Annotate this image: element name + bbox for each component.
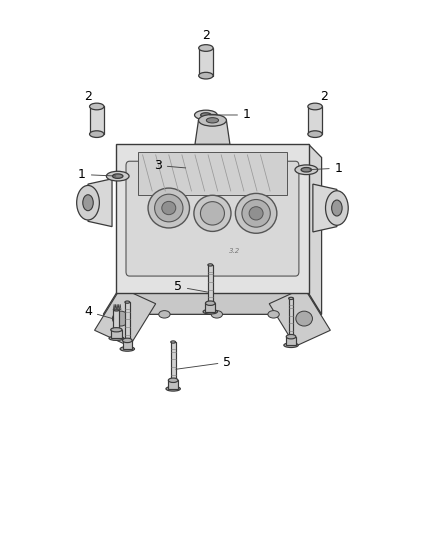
Ellipse shape (155, 194, 183, 222)
Bar (123, 341, 132, 349)
Text: 3: 3 (154, 159, 186, 172)
FancyBboxPatch shape (138, 152, 287, 195)
Ellipse shape (113, 308, 120, 311)
Ellipse shape (106, 171, 129, 181)
Ellipse shape (249, 207, 263, 220)
Polygon shape (313, 184, 337, 232)
Ellipse shape (286, 334, 296, 339)
FancyBboxPatch shape (126, 161, 299, 276)
Ellipse shape (308, 103, 322, 110)
Ellipse shape (125, 301, 130, 303)
Text: 1: 1 (209, 109, 251, 122)
Polygon shape (308, 144, 321, 314)
Bar (199, 48, 213, 76)
Ellipse shape (199, 72, 213, 79)
Ellipse shape (113, 311, 129, 326)
Text: 1: 1 (78, 168, 116, 181)
Text: 3.2: 3.2 (229, 247, 240, 254)
Bar (286, 337, 296, 345)
Polygon shape (113, 304, 115, 310)
Ellipse shape (296, 311, 312, 326)
Bar (168, 380, 178, 389)
Text: 2: 2 (84, 90, 92, 103)
Ellipse shape (201, 201, 224, 225)
Text: 2: 2 (320, 90, 328, 103)
Ellipse shape (159, 311, 170, 318)
Ellipse shape (295, 165, 318, 175)
Ellipse shape (205, 301, 215, 305)
Bar (205, 303, 215, 312)
Ellipse shape (201, 113, 211, 117)
Polygon shape (118, 304, 120, 310)
Ellipse shape (168, 378, 178, 383)
Ellipse shape (268, 311, 279, 318)
Bar (289, 298, 293, 337)
Bar (208, 265, 213, 303)
Ellipse shape (332, 200, 342, 216)
Ellipse shape (77, 185, 99, 220)
Polygon shape (269, 288, 330, 346)
Polygon shape (103, 293, 321, 314)
Bar (111, 330, 122, 338)
Ellipse shape (148, 188, 190, 228)
Ellipse shape (109, 336, 124, 341)
Text: 2: 2 (202, 29, 210, 42)
Ellipse shape (308, 131, 322, 138)
Ellipse shape (208, 264, 213, 266)
Bar (125, 302, 130, 341)
Text: 1: 1 (310, 161, 343, 175)
Ellipse shape (203, 309, 218, 314)
Polygon shape (120, 304, 121, 310)
Ellipse shape (120, 346, 134, 351)
Ellipse shape (199, 45, 213, 51)
Bar (89, 107, 104, 134)
Polygon shape (88, 179, 112, 227)
Bar (308, 107, 322, 134)
Ellipse shape (198, 115, 226, 126)
Ellipse shape (194, 110, 217, 120)
Ellipse shape (166, 386, 180, 391)
Polygon shape (117, 304, 118, 310)
Polygon shape (115, 304, 117, 310)
Ellipse shape (123, 338, 132, 343)
Ellipse shape (206, 118, 219, 123)
Text: 4: 4 (84, 305, 114, 319)
Bar (171, 342, 176, 380)
Ellipse shape (242, 199, 270, 227)
Ellipse shape (89, 103, 104, 110)
Bar (113, 310, 120, 330)
Ellipse shape (113, 174, 123, 179)
Ellipse shape (194, 195, 231, 231)
Ellipse shape (111, 328, 122, 332)
Ellipse shape (301, 167, 311, 172)
Ellipse shape (83, 195, 93, 211)
Polygon shape (117, 144, 308, 293)
Polygon shape (95, 288, 155, 346)
Ellipse shape (211, 311, 223, 318)
Ellipse shape (284, 343, 298, 348)
Ellipse shape (171, 341, 176, 343)
Ellipse shape (235, 193, 277, 233)
Ellipse shape (89, 131, 104, 138)
Ellipse shape (325, 191, 348, 225)
Ellipse shape (162, 201, 176, 215)
Polygon shape (195, 120, 230, 144)
Text: 5: 5 (174, 280, 208, 293)
Ellipse shape (289, 297, 293, 300)
Text: 5: 5 (176, 356, 231, 369)
